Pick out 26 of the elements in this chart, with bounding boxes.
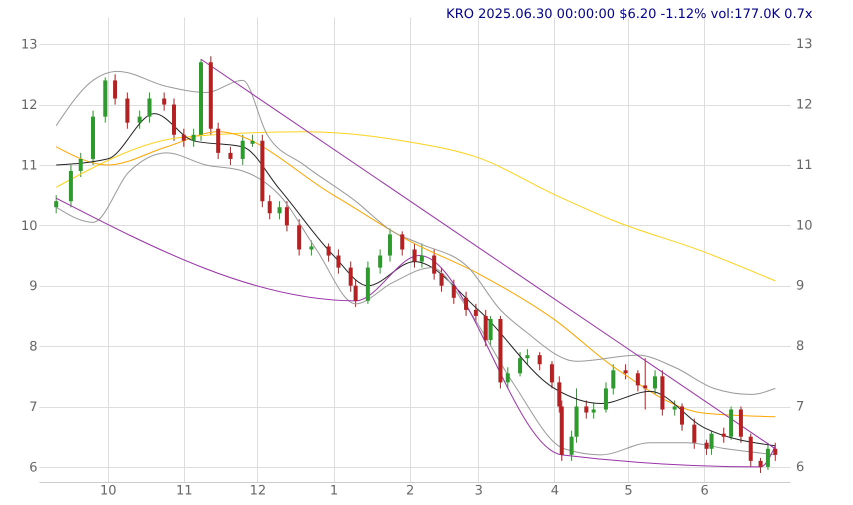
x-tick-label: 12	[250, 484, 266, 498]
y-tick-label: 8	[29, 340, 38, 355]
y-tick-label: 6	[29, 460, 38, 476]
y2-tick-label: 12	[796, 98, 813, 113]
y-tick-label: 11	[20, 158, 38, 174]
x-tick-label: 6	[700, 484, 709, 498]
y2-tick-label: 13	[796, 37, 813, 52]
y2-tick-label: 11	[796, 158, 813, 173]
x-tick-label: 2	[406, 484, 414, 498]
y-tick-label: 13	[20, 38, 38, 53]
y-tick-label: 12	[20, 98, 38, 114]
y-tick-label: 7	[29, 400, 38, 416]
y2-tick-label: 7	[796, 400, 804, 415]
chart-title: KRO 2025.06.30 00:00:00 $6.20 -1.12% vol:177.0K 0.7x	[446, 7, 813, 22]
x-tick-label: 3	[474, 484, 483, 498]
y-tick-label: 9	[29, 279, 38, 294]
x-tick-label: 4	[550, 484, 560, 498]
x-tick-label: 1	[330, 484, 338, 498]
y2-tick-label: 6	[796, 460, 804, 475]
y2-tick-label: 9	[796, 278, 804, 294]
y2-tick-label: 10	[796, 218, 813, 234]
y-tick-label: 10	[20, 218, 38, 234]
x-tick-label: 10	[100, 484, 116, 498]
y2-tick-label: 8	[796, 339, 804, 354]
x-tick-label: 5	[624, 484, 633, 498]
x-tick-label: 11	[176, 484, 193, 498]
